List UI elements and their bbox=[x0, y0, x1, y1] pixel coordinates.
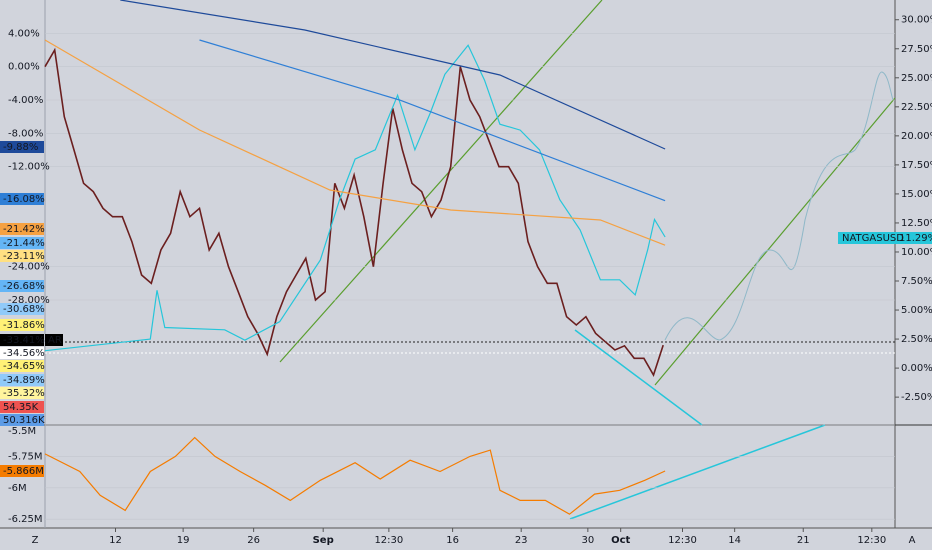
x-tick-label: 14 bbox=[728, 535, 741, 546]
price-label: -33.41% bbox=[3, 335, 45, 346]
x-tick-label: Sep bbox=[313, 535, 334, 546]
projection-path bbox=[664, 71, 894, 341]
x-tick-label: 16 bbox=[446, 535, 459, 546]
y2-tick-label: 22.50% bbox=[901, 102, 932, 113]
x-tick-label: 12:30 bbox=[374, 535, 403, 546]
price-label-bg bbox=[0, 334, 44, 346]
y-tick-label: -28.00% bbox=[8, 295, 50, 306]
price-label: -21.42% bbox=[3, 224, 45, 235]
y-tick-label: 0.00% bbox=[8, 62, 40, 73]
price-label-bg bbox=[0, 237, 44, 249]
x-tick-label: 19 bbox=[177, 535, 190, 546]
price-label: -16.08% bbox=[3, 194, 45, 205]
y-tick-label: -4.00% bbox=[8, 95, 43, 106]
x-tick-label: 21 bbox=[797, 535, 810, 546]
last-label-bg bbox=[838, 232, 932, 244]
y-tick-label: -24.00% bbox=[8, 262, 50, 273]
y-tick-label: -8.00% bbox=[8, 128, 43, 139]
trend-line bbox=[654, 97, 896, 386]
price-label-bg bbox=[0, 387, 44, 399]
price-label-bg bbox=[0, 193, 44, 205]
last-label-name: NATGASUSD bbox=[842, 233, 904, 244]
x-tick-label: 12:30 bbox=[857, 535, 886, 546]
y2-tick-label: 20.00% bbox=[901, 131, 932, 142]
x-tick-label: 12:30 bbox=[668, 535, 697, 546]
y2-tick-label: -2.50% bbox=[901, 392, 932, 403]
price-label: 54.35K bbox=[3, 402, 39, 413]
price-label: -34.56% bbox=[3, 348, 45, 359]
price-label: -35.32% bbox=[3, 388, 45, 399]
price-label-bg bbox=[0, 280, 44, 292]
y2-tick-label: 25.00% bbox=[901, 73, 932, 84]
trend-line bbox=[569, 424, 826, 520]
y2-tick-label: 10.00% bbox=[901, 247, 932, 258]
y-tick-label: 4.00% bbox=[8, 28, 40, 39]
y-tick-label: -6.25M bbox=[8, 514, 43, 525]
price-label: 50.316K bbox=[3, 415, 45, 426]
price-label-tag: AR bbox=[48, 335, 62, 346]
price-label-bg bbox=[0, 360, 44, 372]
series-line bbox=[44, 39, 666, 246]
y-tick-label: -5.5M bbox=[8, 426, 36, 437]
last-label-value: 11.29% bbox=[899, 233, 932, 244]
y2-tick-label: 12.50% bbox=[901, 218, 932, 229]
price-label: -31.86% bbox=[3, 320, 45, 331]
price-label: -34.89% bbox=[3, 375, 45, 386]
y-tick-label: -6M bbox=[8, 483, 27, 494]
price-label-bg bbox=[0, 414, 44, 426]
last-label-value: -5.866M bbox=[3, 466, 44, 477]
price-label: -21.44% bbox=[3, 238, 45, 249]
series-line bbox=[44, 44, 666, 352]
series-line bbox=[120, 0, 666, 150]
trend-line bbox=[279, 0, 603, 363]
series-line bbox=[44, 436, 666, 515]
x-tick-label: Oct bbox=[611, 535, 630, 546]
x-tick-label: 26 bbox=[247, 535, 260, 546]
price-label-bg bbox=[0, 303, 44, 315]
x-tick-label: 23 bbox=[515, 535, 528, 546]
price-label-bg bbox=[0, 250, 44, 262]
axis-button[interactable]: Z bbox=[32, 535, 39, 546]
price-label-bg bbox=[0, 141, 44, 153]
last-label-bg bbox=[0, 465, 44, 477]
price-label: -30.68% bbox=[3, 304, 45, 315]
price-label-tag-bg bbox=[45, 334, 63, 346]
price-label: -26.68% bbox=[3, 281, 45, 292]
y-tick-label: -5.75M bbox=[8, 451, 43, 462]
price-label: -9.88% bbox=[3, 142, 38, 153]
y-tick-label: -12.00% bbox=[8, 162, 50, 173]
y2-tick-label: 15.00% bbox=[901, 189, 932, 200]
y2-tick-label: 5.00% bbox=[901, 305, 932, 316]
series-line bbox=[199, 39, 666, 202]
price-label-bg bbox=[0, 319, 44, 331]
price-label-bg bbox=[0, 223, 44, 235]
y2-tick-label: 2.50% bbox=[901, 334, 932, 345]
price-label-bg bbox=[0, 374, 44, 386]
price-label: -23.11% bbox=[3, 251, 45, 262]
axis-button[interactable]: A bbox=[909, 535, 916, 546]
price-label-bg bbox=[0, 401, 44, 413]
series-line bbox=[44, 47, 664, 377]
y2-tick-label: 0.00% bbox=[901, 363, 932, 374]
y2-tick-label: 30.00% bbox=[901, 15, 932, 26]
trend-line bbox=[574, 329, 703, 426]
x-tick-label: 30 bbox=[581, 535, 594, 546]
y2-tick-label: 27.50% bbox=[901, 44, 932, 55]
y2-tick-label: 17.50% bbox=[901, 160, 932, 171]
x-tick-label: 12 bbox=[109, 535, 122, 546]
price-label: -34.65% bbox=[3, 361, 45, 372]
price-label-bg bbox=[0, 347, 44, 359]
y2-tick-label: 7.50% bbox=[901, 276, 932, 287]
